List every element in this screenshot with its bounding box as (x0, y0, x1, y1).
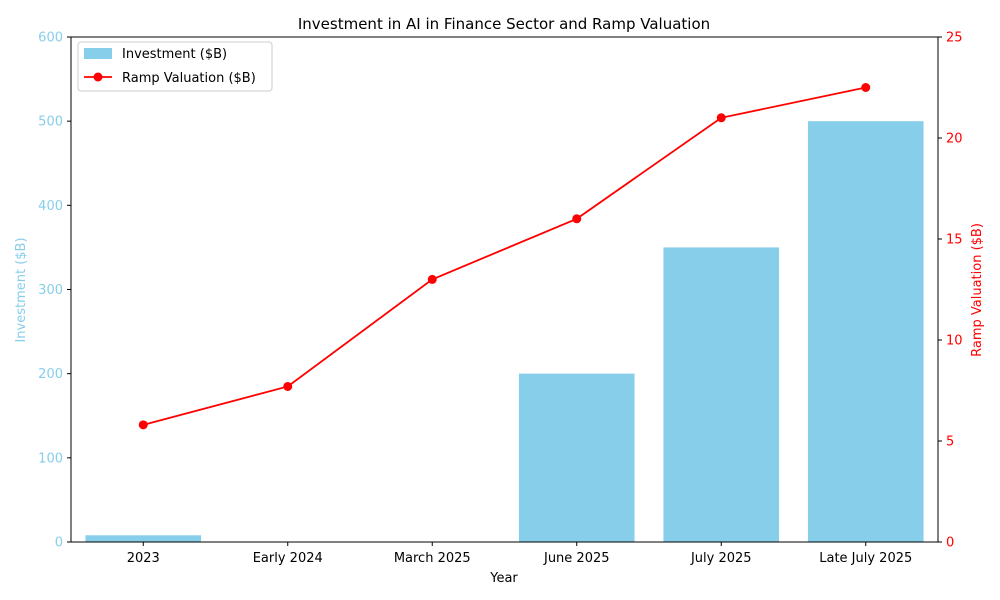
legend-swatch-valuation-marker (93, 72, 103, 82)
right-axis-label: Ramp Valuation ($B) (970, 223, 985, 357)
left-tick-label: 600 (38, 31, 63, 46)
valuation-point (283, 381, 293, 391)
valuation-point (138, 420, 148, 430)
investment-bar (663, 247, 780, 542)
left-tick-label: 300 (38, 283, 63, 298)
valuation-point (861, 83, 871, 92)
bars-layer (85, 121, 924, 543)
left-tick-label: 400 (38, 199, 63, 214)
valuation-point (572, 214, 582, 224)
x-tick-label: March 2025 (394, 551, 471, 566)
x-tick-label: 2023 (127, 551, 160, 566)
investment-bar (85, 535, 202, 542)
right-axis: 0 5 10 15 20 25 (938, 31, 963, 551)
valuation-point (716, 113, 726, 123)
left-axis-label: Investment ($B) (14, 237, 29, 342)
investment-bar (807, 121, 924, 543)
valuation-point (427, 274, 437, 284)
investment-bar (518, 373, 635, 542)
x-tick-label: Late July 2025 (819, 551, 912, 566)
right-tick-label: 0 (946, 536, 954, 551)
chart-title: Investment in AI in Finance Sector and R… (298, 15, 710, 33)
left-tick-label: 0 (55, 536, 63, 551)
legend-box (77, 41, 273, 92)
legend-label-valuation: Ramp Valuation ($B) (122, 71, 256, 86)
left-axis: 0 100 200 300 400 500 600 (38, 31, 71, 551)
left-tick-label: 200 (38, 367, 63, 382)
legend-label-investment: Investment ($B) (122, 47, 227, 62)
left-tick-label: 500 (38, 115, 63, 130)
right-tick-label: 10 (946, 334, 963, 349)
legend-swatch-investment (84, 48, 112, 59)
x-tick-label: Early 2024 (253, 551, 323, 566)
right-tick-label: 25 (946, 31, 963, 46)
right-tick-label: 20 (946, 132, 963, 147)
x-axis-label: Year (489, 571, 518, 586)
valuation-line (143, 86, 866, 426)
left-tick-label: 100 (38, 451, 63, 466)
line-layer (138, 83, 871, 430)
x-tick-label: July 2025 (690, 551, 752, 566)
legend: Investment ($B) Ramp Valuation ($B) (77, 41, 273, 92)
x-axis: 2023 Early 2024 March 2025 June 2025 July 20… (127, 542, 912, 566)
right-tick-label: 15 (946, 233, 963, 248)
x-tick-label: June 2025 (543, 551, 610, 566)
right-tick-label: 5 (946, 435, 954, 450)
